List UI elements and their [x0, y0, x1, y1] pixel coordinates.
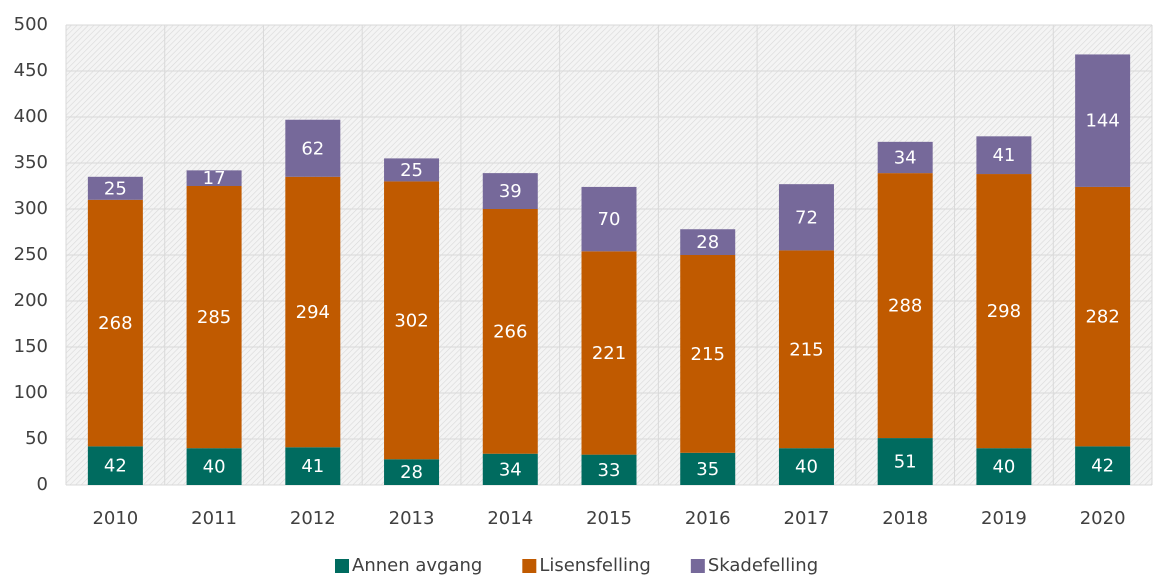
x-tick-label: 2012 [290, 508, 336, 529]
bar-segment [186, 170, 242, 186]
data-label: 215 [691, 344, 725, 365]
data-label: 62 [301, 138, 324, 159]
bar-segment [778, 250, 834, 449]
data-label: 40 [992, 457, 1015, 478]
data-label: 25 [104, 178, 127, 199]
data-label: 34 [499, 459, 522, 480]
bar-segment [877, 438, 933, 485]
data-label: 40 [203, 457, 226, 478]
bar-segment [285, 447, 341, 485]
data-label: 294 [296, 302, 330, 323]
bar-segment [680, 452, 736, 485]
bar-segment [778, 448, 834, 485]
bar-segment [384, 459, 440, 485]
data-label: 302 [394, 310, 428, 331]
x-tick-label: 2014 [487, 508, 533, 529]
data-label: 41 [992, 145, 1015, 166]
legend-swatch [522, 559, 537, 573]
y-tick-label: 350 [14, 152, 48, 173]
data-label: 40 [795, 457, 818, 478]
bar-segment [778, 184, 834, 251]
y-tick-label: 300 [14, 198, 48, 219]
bar-segment [384, 181, 440, 460]
bar-segment [87, 176, 143, 200]
y-tick-label: 250 [14, 244, 48, 265]
data-label: 282 [1085, 307, 1119, 328]
bar-segment [482, 173, 538, 209]
data-label: 285 [197, 307, 231, 328]
data-label: 298 [987, 301, 1021, 322]
x-tick-label: 2010 [92, 508, 138, 529]
data-label: 221 [592, 343, 626, 364]
bar-segment [482, 209, 538, 454]
data-label: 288 [888, 296, 922, 317]
bar-segment [1075, 446, 1131, 485]
legend-swatch [335, 559, 349, 573]
legend-swatch [690, 559, 705, 573]
x-tick-label: 2017 [784, 508, 830, 529]
x-tick-label: 2020 [1080, 508, 1126, 529]
data-label: 39 [499, 181, 522, 202]
y-tick-label: 450 [14, 60, 48, 81]
data-label: 268 [98, 313, 132, 334]
bar-segment [976, 136, 1032, 175]
y-tick-label: 200 [14, 290, 48, 311]
data-label: 144 [1085, 111, 1119, 132]
legend-label: Lisensfelling [539, 555, 651, 576]
y-tick-label: 400 [14, 106, 48, 127]
bar-segment [384, 158, 440, 182]
x-tick-label: 2011 [191, 508, 237, 529]
data-label: 17 [203, 168, 226, 189]
bar-segment [482, 453, 538, 485]
data-label: 33 [598, 460, 621, 481]
bar-segment [581, 454, 637, 485]
x-tick-label: 2016 [685, 508, 731, 529]
data-label: 72 [795, 207, 818, 228]
bar-segment [680, 229, 736, 255]
data-label: 34 [894, 147, 917, 168]
bar-segment [186, 448, 242, 485]
bar-segment [285, 119, 341, 177]
x-tick-label: 2013 [389, 508, 435, 529]
bar-segment [1075, 54, 1131, 187]
x-tick-label: 2015 [586, 508, 632, 529]
bar-segment [186, 186, 242, 449]
x-tick-label: 2019 [981, 508, 1027, 529]
data-label: 41 [301, 456, 324, 477]
bar-segment [581, 186, 637, 252]
bar-segment [87, 446, 143, 485]
data-label: 266 [493, 321, 527, 342]
bar-segment [581, 251, 637, 455]
data-label: 51 [894, 452, 917, 473]
data-label: 70 [598, 209, 621, 230]
data-label: 215 [789, 339, 823, 360]
y-tick-label: 100 [14, 382, 48, 403]
legend-label: Annen avgang [352, 555, 482, 576]
y-tick-label: 500 [14, 14, 48, 35]
data-label: 42 [104, 456, 127, 477]
data-label: 25 [400, 160, 423, 181]
bar-segment [87, 199, 143, 447]
bar-segment [976, 448, 1032, 485]
y-tick-label: 0 [37, 474, 48, 495]
data-label: 35 [696, 459, 719, 480]
y-tick-label: 150 [14, 336, 48, 357]
y-tick-label: 50 [25, 428, 48, 449]
data-label: 28 [400, 462, 423, 483]
data-label: 42 [1091, 456, 1114, 477]
bar-segment [1075, 186, 1131, 447]
bar-segment [680, 255, 736, 453]
data-label: 28 [696, 232, 719, 253]
bar-segment [285, 176, 341, 448]
legend-label: Skadefelling [708, 555, 818, 576]
bar-segment [976, 174, 1032, 449]
bar-segment [877, 141, 933, 174]
bar-segment [877, 173, 933, 439]
x-tick-label: 2018 [882, 508, 928, 529]
